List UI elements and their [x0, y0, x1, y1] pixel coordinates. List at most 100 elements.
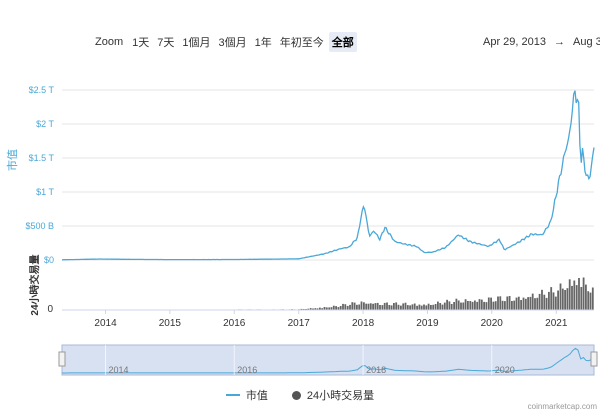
legend-item-market-cap[interactable]: 市值 — [225, 387, 268, 403]
volume-bar — [351, 302, 354, 310]
volume-bar — [455, 298, 458, 310]
credits-link[interactable]: coinmarketcap.com — [527, 402, 597, 411]
legend: 市值 24小時交易量 — [0, 387, 600, 403]
volume-bar — [443, 302, 446, 310]
zoom-button-1d[interactable]: 1天 — [132, 37, 150, 49]
volume-bar — [337, 307, 340, 310]
volume-bar — [490, 297, 492, 310]
volume-bar — [550, 287, 553, 310]
volume-bar — [425, 305, 428, 310]
x-tick-label: 2017 — [288, 318, 311, 329]
volume-bar — [520, 300, 522, 310]
volume-bar — [474, 300, 476, 310]
volume-bar — [409, 305, 411, 310]
y-axis-title: 市值 — [5, 149, 19, 171]
x-tick-label: 2021 — [545, 318, 568, 329]
y-tick-label: $500 B — [25, 221, 54, 231]
legend-label-volume: 24小時交易量 — [306, 390, 375, 402]
volume-bar — [383, 302, 386, 310]
volume-bar — [365, 303, 368, 310]
volume-bar — [307, 308, 310, 310]
date-to-input[interactable]: Aug 3, 2021 — [573, 36, 600, 48]
volume-bar — [430, 305, 432, 310]
y-axis-ticks: $0 $500 B $1 T $1.5 T $2 T $2.5 T — [25, 85, 54, 265]
volume-bar — [323, 307, 326, 310]
volume-bar — [582, 277, 585, 310]
date-from-input[interactable]: Apr 29, 2013 — [483, 36, 546, 48]
navigator-ticks: 2014 2016 2018 2020 — [105, 345, 515, 375]
volume-bar — [388, 305, 391, 310]
volume-bar — [379, 305, 381, 310]
zoom-button-all[interactable]: 全部 — [328, 32, 357, 52]
volume-bar — [411, 304, 414, 310]
volume-bar — [418, 304, 421, 310]
navigator-handle-right[interactable] — [590, 351, 598, 367]
volume-bar — [487, 297, 490, 310]
volume-bar — [439, 303, 442, 310]
y-tick-label: $2 T — [36, 119, 54, 129]
navigator-tick-label: 2014 — [109, 365, 129, 375]
volume-bar — [441, 304, 444, 310]
volume-bar — [591, 287, 594, 310]
volume-bar — [557, 290, 559, 310]
volume-bar — [386, 302, 388, 310]
zoom-button-3m[interactable]: 3個月 — [218, 37, 247, 49]
x-tick-label: 2014 — [94, 318, 117, 329]
zoom-toolbar: Zoom 1天 7天 1個月 3個月 1年 年初至今 全部 — [95, 32, 359, 52]
volume-bar — [492, 301, 495, 310]
volume-bar — [402, 303, 405, 310]
volume-bar — [478, 299, 481, 310]
zoom-label: Zoom — [95, 36, 124, 48]
volume-bar — [406, 305, 409, 310]
navigator-tick-label: 2016 — [237, 365, 257, 375]
volume-bar — [448, 301, 451, 310]
volume-bar — [515, 297, 518, 310]
y-tick-label: $1.5 T — [29, 153, 55, 163]
volume-bar — [460, 302, 462, 310]
volume-bar — [538, 293, 541, 310]
zoom-button-1y[interactable]: 1年 — [254, 37, 272, 49]
volume-bar — [404, 302, 407, 310]
volume-bar — [587, 291, 590, 310]
volume-bar — [561, 288, 564, 310]
volume-bar — [511, 301, 513, 310]
volume-bar — [363, 302, 365, 310]
volume-bar — [360, 301, 363, 310]
volume-bar — [453, 302, 455, 310]
navigator-handle-left[interactable] — [58, 351, 66, 367]
volume-bar — [344, 304, 347, 310]
volume-bar — [367, 303, 370, 310]
volume-bar — [339, 306, 342, 310]
legend-label-market-cap: 市值 — [245, 390, 268, 402]
volume-bar — [580, 287, 583, 310]
volume-bar — [309, 308, 312, 310]
zoom-button-7d[interactable]: 7天 — [157, 37, 175, 49]
zoom-button-1m[interactable]: 1個月 — [182, 37, 211, 49]
volume-bar — [552, 292, 555, 310]
line-swatch-icon — [225, 394, 240, 396]
volume-bar — [314, 308, 317, 310]
volume-bar — [342, 303, 344, 310]
navigator[interactable]: 2014 2016 2018 2020 — [58, 344, 598, 376]
volume-bar — [501, 300, 504, 310]
dot-swatch-icon — [291, 390, 301, 400]
volume-bar — [483, 301, 485, 310]
market-cap-line — [62, 90, 595, 261]
legend-item-volume[interactable]: 24小時交易量 — [291, 387, 375, 403]
volume-bar — [376, 302, 379, 310]
zoom-button-ytd[interactable]: 年初至今 — [279, 37, 324, 49]
volume-bar — [423, 304, 425, 310]
navigator-tick-label: 2020 — [495, 365, 515, 375]
volume-bar — [534, 298, 536, 310]
volume-bar — [545, 297, 548, 310]
volume-bar — [541, 289, 543, 310]
volume-bar — [432, 304, 435, 310]
x-tick-label: 2018 — [352, 318, 375, 329]
volume-bar — [571, 285, 573, 310]
volume-bar — [349, 304, 351, 310]
volume-bar — [356, 304, 358, 310]
volume-bar — [559, 283, 562, 310]
volume-bar — [335, 306, 337, 310]
volume-bar — [381, 305, 384, 310]
y-tick-label: $0 — [44, 255, 54, 265]
